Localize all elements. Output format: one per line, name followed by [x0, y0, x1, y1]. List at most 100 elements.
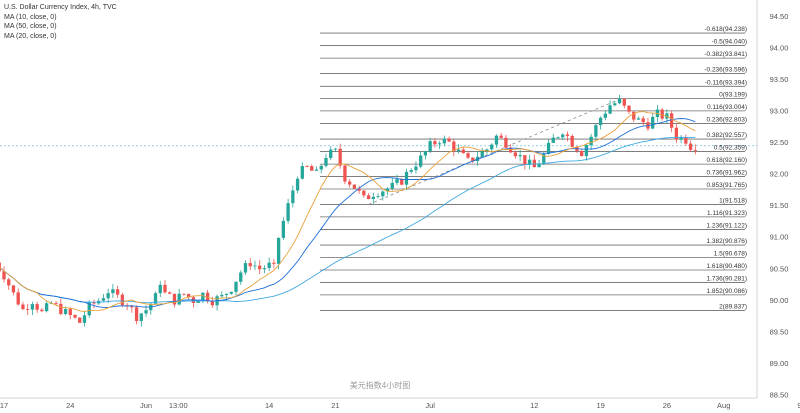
candle-body: [499, 135, 503, 138]
candle-body: [627, 105, 631, 112]
candle-body: [674, 127, 679, 140]
candle-body: [518, 155, 522, 157]
candle-body: [693, 149, 697, 151]
x-tick-label: 24: [66, 401, 74, 410]
x-tick-label: 21: [331, 401, 339, 410]
candle-body: [291, 190, 295, 204]
candle-body: [68, 309, 72, 316]
candle-body: [324, 157, 328, 166]
candle-body: [338, 148, 342, 166]
candle-body: [44, 303, 49, 312]
y-tick-label: 94.50: [770, 12, 789, 21]
fib-level-label: 0.618(92.160): [707, 157, 747, 164]
candle-body: [73, 315, 77, 318]
candle-body: [144, 310, 148, 314]
candle-body: [130, 306, 134, 308]
candle-body: [480, 150, 484, 157]
candle-body: [87, 301, 91, 316]
candle-body: [452, 141, 456, 152]
fib-level-label: 0.5(92.359): [714, 145, 747, 152]
candle-body: [362, 190, 366, 196]
candle-body: [258, 265, 262, 270]
candle-body: [679, 137, 683, 140]
candle-body: [168, 292, 172, 294]
candle-body: [295, 178, 300, 191]
candle-body: [504, 137, 508, 148]
candle-body: [139, 313, 143, 322]
candle-body: [428, 141, 432, 152]
fib-level-label: 0.736(91.962): [707, 170, 747, 177]
y-tick-label: 94.00: [770, 44, 789, 53]
candle-body: [239, 272, 243, 282]
candle-body: [442, 138, 447, 144]
candle-body: [437, 143, 442, 145]
candle-body: [286, 203, 290, 221]
fib-level-label: 1.5(90.678): [714, 251, 747, 258]
candle-body: [248, 263, 252, 267]
candle-body: [310, 166, 314, 171]
candle-body: [300, 166, 304, 179]
candle-body: [546, 142, 551, 154]
candle-body: [234, 281, 238, 292]
candle-body: [632, 111, 636, 120]
candle-body: [636, 118, 641, 120]
candle-body: [347, 181, 352, 185]
y-tick-label: 89.50: [770, 327, 789, 336]
candle-body: [163, 284, 167, 293]
candle-body: [527, 159, 532, 165]
candle-body: [357, 188, 361, 191]
candle-body: [613, 103, 617, 106]
fib-level-label: 0.853(91.765): [707, 182, 747, 189]
candle-body: [201, 292, 205, 301]
x-tick-label: 14: [265, 401, 273, 410]
candle-body: [134, 307, 139, 322]
candle-body: [2, 271, 6, 280]
candle-body: [400, 179, 404, 185]
candle-body: [21, 304, 25, 310]
candle-body: [651, 116, 655, 129]
candle-body: [40, 309, 44, 312]
candle-body: [447, 138, 451, 142]
candle-body: [158, 284, 162, 294]
candle-body: [508, 147, 513, 153]
candle-body: [267, 262, 271, 269]
fib-level-label: 0.382(92.557): [707, 132, 747, 139]
x-tick-label: 13:00: [169, 401, 188, 410]
y-tick-label: 90.00: [770, 296, 789, 305]
y-tick-label: 91.00: [770, 233, 789, 242]
fib-level-label: 1.236(91.122): [707, 223, 747, 230]
candle-body: [537, 163, 541, 168]
y-tick-label: 92.00: [770, 170, 789, 179]
candle-body: [7, 279, 11, 286]
candle-body: [106, 293, 110, 299]
candle-body: [551, 137, 555, 143]
candle-body: [305, 166, 309, 167]
candle-body: [456, 149, 461, 152]
candle-body: [414, 166, 418, 171]
candle-body: [82, 315, 87, 323]
fib-level-label: -0.5(94.040): [712, 39, 747, 46]
candle-body: [319, 165, 323, 170]
y-tick-label: 88.50: [770, 390, 789, 399]
candle-body: [243, 263, 248, 273]
fib-level-label: 0.116(93.004): [707, 104, 747, 111]
x-tick-label: Jul: [425, 401, 435, 410]
candle-body: [177, 293, 181, 305]
candle-body: [172, 293, 177, 305]
candle-body: [423, 151, 428, 156]
candle-body: [35, 304, 39, 310]
x-tick-label: Aug: [717, 401, 730, 410]
candle-body: [395, 179, 399, 183]
ma50-line: [0, 136, 696, 304]
candle-body: [120, 294, 125, 306]
candle-body: [272, 262, 276, 264]
fib-level-label: 1.382(90.876): [707, 238, 747, 245]
legend-ma50: MA (50, close, 0): [4, 23, 57, 30]
candle-body: [494, 135, 499, 145]
candle-body: [229, 291, 233, 294]
y-tick-label: 93.50: [770, 75, 789, 84]
ma20-line: [0, 118, 696, 308]
x-tick-label: 9: [797, 401, 800, 410]
